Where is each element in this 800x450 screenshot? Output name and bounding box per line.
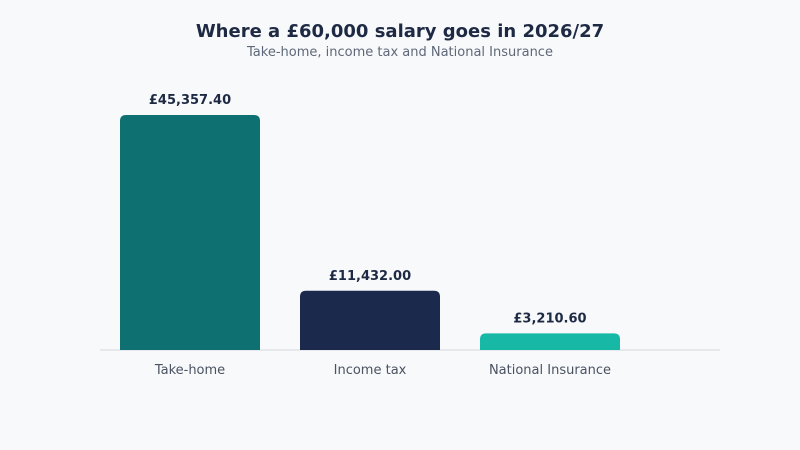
category-label: Take-home <box>154 363 225 378</box>
value-label: £45,357.40 <box>149 93 231 108</box>
category-label: Income tax <box>334 363 407 378</box>
bar-income-tax <box>300 290 440 350</box>
chart-title: Where a £60,000 salary goes in 2026/27 <box>196 21 604 42</box>
bars-group: £45,357.40 Take-home £11,432.00 Income tax £… <box>120 93 620 378</box>
chart-subtitle: Take-home, income tax and National Insur… <box>246 45 553 60</box>
bar-national-insurance <box>480 333 620 350</box>
value-label: £3,210.60 <box>513 311 586 326</box>
bar-take-home <box>120 115 260 350</box>
category-label: National Insurance <box>489 363 611 378</box>
value-label: £11,432.00 <box>329 269 411 284</box>
